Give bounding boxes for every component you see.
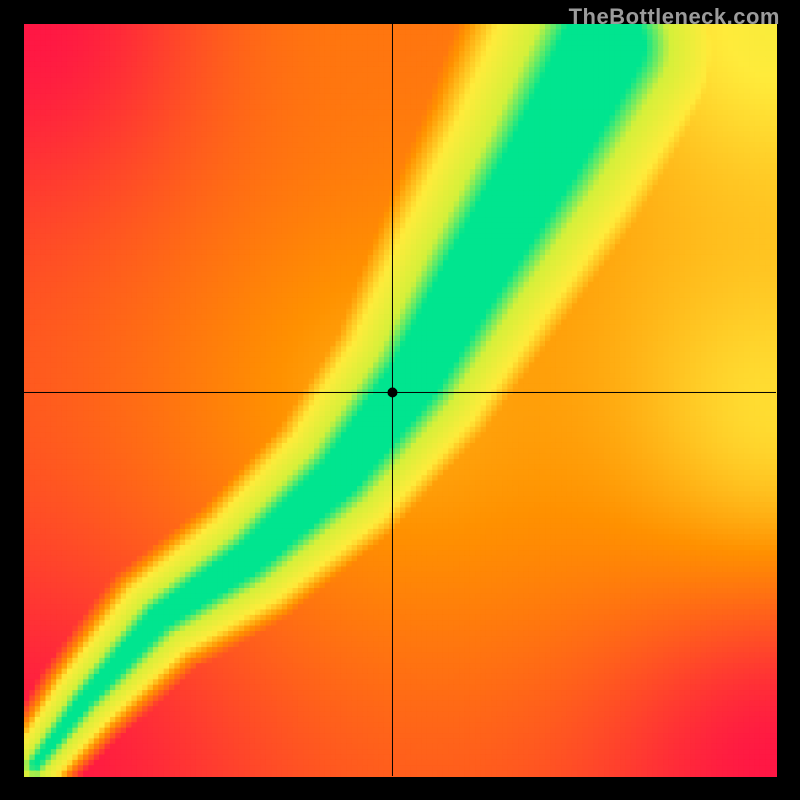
watermark-text: TheBottleneck.com [569,4,780,30]
bottleneck-heatmap [0,0,800,800]
chart-container: { "watermark": { "text": "TheBottleneck.… [0,0,800,800]
